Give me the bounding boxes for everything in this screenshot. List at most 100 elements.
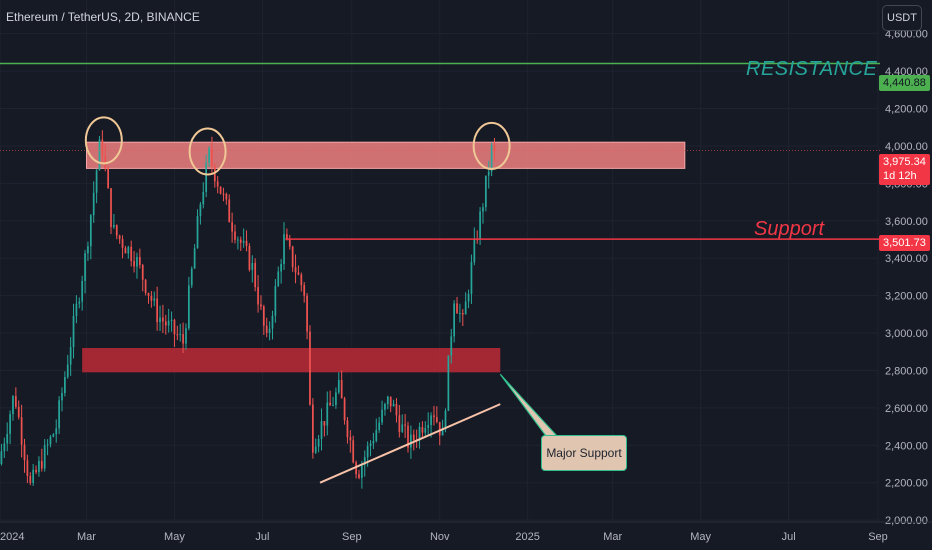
candle-body — [98, 139, 101, 171]
y-tick-label: 3,200.00 — [885, 291, 928, 303]
candle-body — [254, 262, 257, 288]
candle-body — [89, 215, 92, 247]
candle-body — [104, 155, 107, 169]
candle-body — [274, 285, 277, 316]
candle-body — [490, 145, 493, 172]
candle-body — [208, 148, 210, 163]
candle-body — [193, 248, 196, 269]
candle-body — [64, 377, 66, 393]
resistance-price-tag: 4,440.88 — [879, 75, 930, 91]
candle-body — [467, 293, 470, 302]
candle-body — [470, 262, 473, 294]
x-tick-label: Mar — [603, 531, 622, 543]
candle-body — [222, 193, 225, 195]
candle-body — [262, 306, 265, 326]
candle-body — [461, 313, 464, 315]
candle-body — [185, 328, 187, 344]
x-tick-label: Jul — [782, 531, 796, 543]
current-price-tag: 3,975.34 1d 12h — [879, 154, 930, 185]
candle-body — [190, 268, 193, 286]
candle-body — [386, 396, 389, 405]
candle-body — [167, 320, 170, 326]
candle-body — [340, 379, 343, 399]
candle-body — [314, 446, 317, 453]
candle-body — [407, 425, 409, 448]
candle-body — [265, 325, 268, 333]
candle-body — [147, 292, 150, 296]
candle-body — [205, 162, 208, 192]
resistance-label: RESISTANCE — [746, 58, 878, 80]
candle-body — [136, 257, 138, 267]
candle-body — [55, 428, 58, 435]
candle-body — [58, 400, 60, 429]
y-tick-label: 3,400.00 — [885, 253, 928, 265]
candle-body — [277, 271, 280, 286]
candle-body — [248, 245, 251, 270]
candle-body — [228, 199, 231, 223]
candle-body — [231, 222, 233, 232]
candle-body — [283, 234, 285, 265]
candle-body — [84, 253, 86, 281]
candle-body — [29, 475, 32, 483]
candle-body — [159, 317, 161, 323]
y-tick-label: 4,200.00 — [885, 104, 928, 116]
candle-body — [234, 231, 236, 240]
candle-body — [40, 460, 43, 469]
candle-body — [381, 409, 383, 423]
candle-body — [216, 181, 219, 187]
candle-body — [49, 436, 52, 445]
x-tick-label: Sep — [342, 531, 362, 543]
candle-body — [26, 460, 29, 476]
candle-body — [46, 444, 49, 446]
candle-body — [337, 379, 340, 393]
candle-body — [412, 434, 415, 441]
candle-body — [323, 421, 326, 426]
candle-body — [349, 437, 352, 441]
candle-body — [441, 428, 444, 436]
candle-body — [484, 175, 487, 208]
candle-body — [187, 285, 190, 329]
candle-body — [493, 145, 496, 151]
candle-body — [6, 433, 9, 444]
candle-body — [211, 148, 213, 166]
currency-button[interactable]: USDT — [882, 5, 922, 31]
candle-body — [438, 422, 441, 436]
candle-body — [118, 235, 121, 240]
candles — [0, 130, 496, 489]
candle-body — [173, 319, 176, 335]
candle-body — [464, 301, 467, 315]
candle-body — [311, 404, 314, 453]
candle-body — [309, 331, 311, 405]
candle-body — [138, 257, 141, 265]
candle-body — [444, 410, 447, 429]
candle-body — [78, 301, 81, 304]
candle-body — [395, 403, 398, 416]
x-tick-label: Mar — [77, 531, 96, 543]
candle-body — [237, 239, 239, 241]
candle-body — [346, 420, 349, 438]
candle-body — [153, 298, 156, 301]
candle-body — [456, 303, 458, 314]
candle-body — [107, 168, 109, 189]
candle-body — [435, 417, 438, 423]
candle-body — [280, 264, 282, 272]
y-tick-label: 3,000.00 — [885, 328, 928, 340]
candle-body — [179, 334, 182, 336]
candle-body — [81, 280, 84, 302]
candle-body — [199, 204, 202, 216]
y-tick-label: 4,600.00 — [885, 29, 928, 41]
candle-body — [332, 404, 334, 406]
y-tick-label: 2,000.00 — [885, 515, 928, 527]
candle-body — [418, 427, 421, 441]
candle-body — [410, 434, 412, 448]
candle-body — [66, 364, 69, 378]
overlays — [0, 62, 880, 484]
candle-body — [375, 429, 378, 441]
y-tick-label: 2,800.00 — [885, 365, 928, 377]
y-tick-label: 2,400.00 — [885, 440, 928, 452]
candle-body — [176, 334, 179, 336]
candle-body — [101, 139, 104, 156]
x-tick-label: May — [690, 531, 711, 543]
